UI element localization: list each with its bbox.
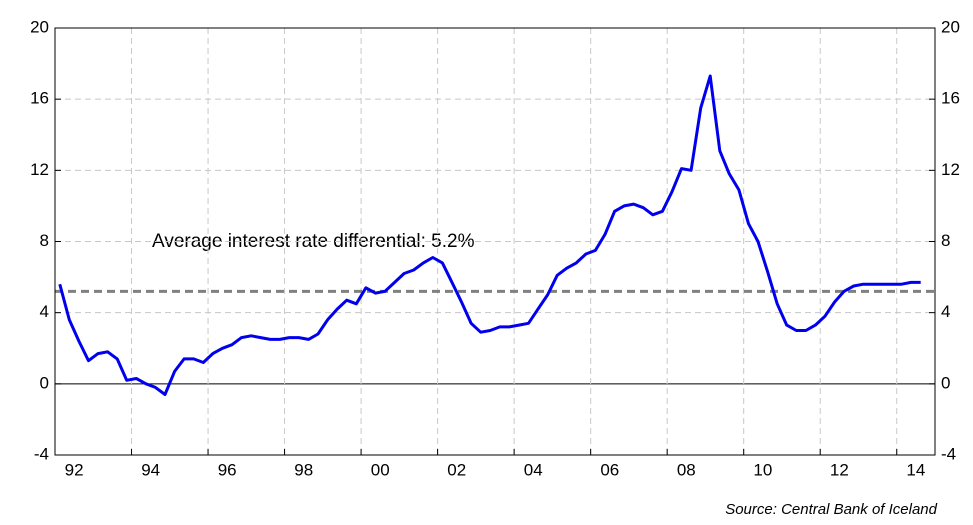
- y-tick-label: 12: [30, 160, 49, 179]
- y2-tick-label: 12: [941, 160, 960, 179]
- x-tick-label: 06: [600, 460, 619, 479]
- y-tick-label: 0: [40, 373, 49, 392]
- x-tick-label: 94: [141, 460, 160, 479]
- x-tick-label: 92: [65, 460, 84, 479]
- annotation: Average interest rate differential: 5.2%: [152, 231, 475, 252]
- x-tick-label: 98: [294, 460, 313, 479]
- y2-tick-label: 0: [941, 373, 950, 392]
- plot-frame: [54, 27, 936, 456]
- y-tick-label: -4: [34, 444, 49, 463]
- y2-tick-label: -4: [941, 444, 956, 463]
- x-tick-label: 12: [830, 460, 849, 479]
- x-tick-label: 08: [677, 460, 696, 479]
- y-tick-label: 8: [40, 231, 49, 250]
- y2-tick-label: 20: [941, 17, 960, 36]
- y-tick-label: 4: [40, 302, 49, 321]
- x-tick-label: 04: [524, 460, 543, 479]
- y2-tick-label: 4: [941, 302, 950, 321]
- y2-tick-label: 16: [941, 89, 960, 108]
- x-tick-label: 00: [371, 460, 390, 479]
- x-tick-label: 14: [906, 460, 925, 479]
- x-tick-label: 02: [447, 460, 466, 479]
- y-tick-label: 20: [30, 17, 49, 36]
- x-tick-label: 96: [218, 460, 237, 479]
- x-tick-label: 10: [753, 460, 772, 479]
- y2-tick-label: 8: [941, 231, 950, 250]
- y-tick-label: 16: [30, 89, 49, 108]
- source: Source: Central Bank of Iceland: [725, 501, 937, 518]
- series-line: [58, 74, 921, 396]
